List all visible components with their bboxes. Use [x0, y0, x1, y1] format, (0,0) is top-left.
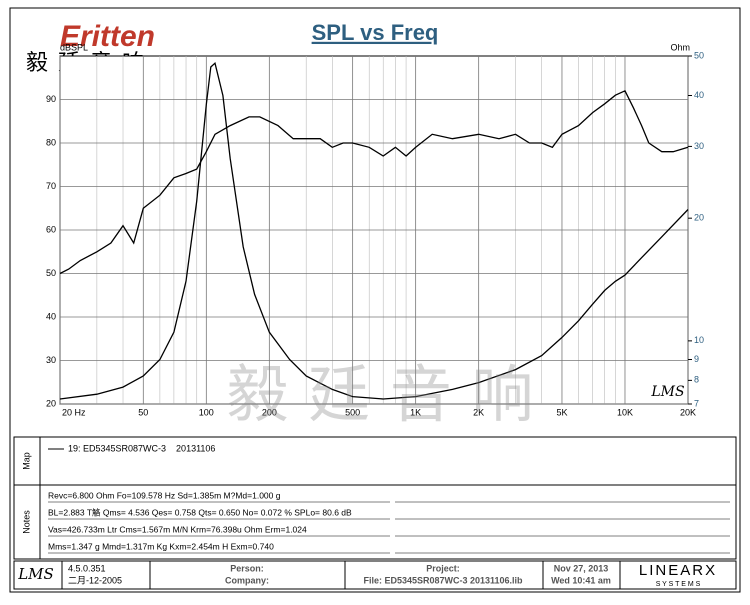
x-tick-label: 20K	[680, 407, 696, 417]
y2-tick-label: 7	[694, 398, 699, 408]
data-line	[59, 61, 689, 400]
map-label: Map	[21, 452, 31, 470]
y-tick-label: 80	[46, 137, 56, 147]
y2-tick-label: 20	[694, 213, 704, 223]
x-tick-label: 1K	[410, 407, 421, 417]
note-line: Revc=6.800 Ohm Fo=109.578 Hz Sd=1.385m M…	[48, 490, 281, 500]
brand-sub: S Y S T E M S	[656, 581, 701, 588]
y-tick-label: 90	[46, 94, 56, 104]
x-tick-label: 50	[138, 407, 148, 417]
y-tick-label: 60	[46, 224, 56, 234]
time: Wed 10:41 am	[551, 575, 611, 585]
y2-tick-label: 50	[694, 50, 704, 60]
footer-logo: LMS	[17, 565, 54, 583]
build-date: 二月-12-2005	[68, 575, 122, 585]
x-tick-label: 100	[199, 407, 214, 417]
x-tick-label: 20 Hz	[62, 407, 86, 417]
data-line	[59, 89, 689, 275]
watermark: 毅 廷 音 响	[226, 358, 533, 431]
logo: Eritten	[60, 20, 155, 53]
x-tick-label: 2K	[473, 407, 484, 417]
y-tick-label: 30	[46, 355, 56, 365]
y2-tick-label: 9	[694, 354, 699, 364]
person: Person:	[230, 563, 264, 573]
note-line: Vas=426.733m Ltr Cms=1.567m M/N Krm=76.3…	[48, 524, 307, 534]
legend-entry: 19: ED5345SR087WC-3 20131106	[68, 443, 215, 453]
y2-tick-label: 30	[694, 141, 704, 151]
y2-tick-label: 8	[694, 375, 699, 385]
x-tick-label: 500	[345, 407, 360, 417]
notes-label: Notes	[21, 510, 31, 534]
y-axis-label: dBSPL	[60, 42, 88, 52]
y2-tick-label: 10	[694, 335, 704, 345]
file: File: ED5345SR087WC-3 20131106.lib	[363, 575, 523, 585]
notes-panel	[13, 484, 737, 560]
project: Project:	[426, 563, 460, 573]
x-tick-label: 10K	[617, 407, 633, 417]
company: Company:	[225, 575, 269, 585]
note-line: BL=2.883 T觡 Qms= 4.536 Qes= 0.758 Qts= 0…	[48, 507, 352, 517]
y2-axis-label: Ohm	[670, 42, 690, 52]
y-tick-label: 40	[46, 311, 56, 321]
note-line: Mms=1.347 g Mmd=1.317m Kg Kxm=2.454m H E…	[48, 541, 274, 551]
y-tick-label: 70	[46, 181, 56, 191]
y2-tick-label: 40	[694, 90, 704, 100]
y-tick-label: 20	[46, 398, 56, 408]
x-tick-label: 200	[262, 407, 277, 417]
frame	[9, 7, 741, 593]
plot-mark: LMS	[650, 384, 684, 400]
footer	[13, 560, 737, 590]
brand: LINEARX	[639, 562, 717, 579]
x-tick-label: 5K	[556, 407, 567, 417]
chart-title: SPL vs Freq	[312, 20, 439, 45]
y-tick-label: 50	[46, 268, 56, 278]
version: 4.5.0.351	[68, 563, 106, 573]
date: Nov 27, 2013	[554, 563, 609, 573]
